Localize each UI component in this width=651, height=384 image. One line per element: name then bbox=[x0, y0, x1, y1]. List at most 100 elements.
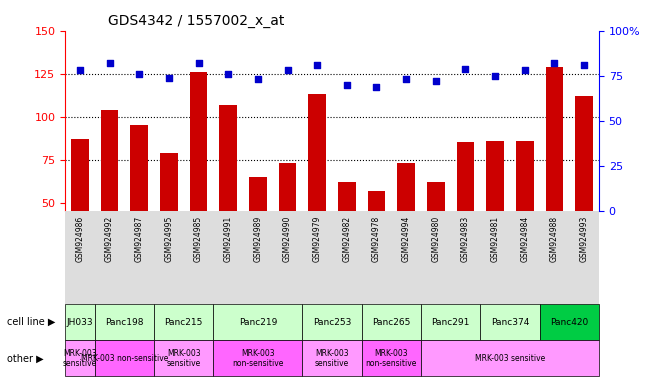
FancyBboxPatch shape bbox=[302, 340, 362, 376]
Bar bbox=[243, 211, 273, 304]
Text: GSM924988: GSM924988 bbox=[550, 216, 559, 262]
FancyBboxPatch shape bbox=[95, 340, 154, 376]
Text: GSM924987: GSM924987 bbox=[135, 216, 144, 262]
Point bbox=[490, 73, 501, 79]
Bar bbox=[569, 211, 599, 304]
Point bbox=[342, 82, 352, 88]
Bar bbox=[421, 211, 450, 304]
FancyBboxPatch shape bbox=[65, 304, 95, 340]
Bar bbox=[569, 211, 599, 304]
FancyBboxPatch shape bbox=[214, 340, 302, 376]
Bar bbox=[219, 105, 237, 289]
Text: GSM924982: GSM924982 bbox=[342, 216, 352, 262]
Text: GSM924991: GSM924991 bbox=[224, 216, 232, 262]
FancyBboxPatch shape bbox=[362, 304, 421, 340]
Bar bbox=[302, 211, 332, 304]
Bar bbox=[279, 163, 296, 289]
Bar bbox=[540, 211, 569, 304]
Point bbox=[371, 84, 381, 90]
Bar bbox=[540, 211, 569, 304]
Bar bbox=[302, 211, 332, 304]
Point bbox=[579, 62, 589, 68]
Text: GSM924983: GSM924983 bbox=[461, 216, 470, 262]
Text: other ▶: other ▶ bbox=[7, 353, 43, 363]
Bar bbox=[575, 96, 593, 289]
Bar bbox=[338, 182, 355, 289]
Bar bbox=[101, 110, 118, 289]
Point bbox=[312, 62, 322, 68]
Bar bbox=[480, 211, 510, 304]
Bar bbox=[362, 211, 391, 304]
Bar bbox=[95, 211, 124, 304]
Bar bbox=[332, 211, 362, 304]
Bar bbox=[124, 211, 154, 304]
Text: MRK-003 sensitive: MRK-003 sensitive bbox=[475, 354, 545, 363]
FancyBboxPatch shape bbox=[421, 304, 480, 340]
Bar bbox=[184, 211, 214, 304]
Point bbox=[134, 71, 145, 77]
Bar bbox=[368, 190, 385, 289]
Text: cell line ▶: cell line ▶ bbox=[7, 317, 55, 327]
Bar bbox=[516, 141, 534, 289]
FancyBboxPatch shape bbox=[362, 340, 421, 376]
Point bbox=[430, 78, 441, 84]
Bar bbox=[362, 211, 391, 304]
Bar bbox=[456, 142, 475, 289]
Text: GSM924995: GSM924995 bbox=[165, 216, 173, 262]
Point bbox=[163, 74, 174, 81]
Bar bbox=[510, 211, 540, 304]
Bar bbox=[391, 211, 421, 304]
Text: Panc253: Panc253 bbox=[313, 318, 351, 327]
Bar bbox=[397, 163, 415, 289]
Bar bbox=[510, 211, 540, 304]
Text: MRK-003
sensitive: MRK-003 sensitive bbox=[167, 349, 201, 368]
Bar bbox=[421, 211, 450, 304]
Text: Panc374: Panc374 bbox=[491, 318, 529, 327]
Text: Panc215: Panc215 bbox=[165, 318, 203, 327]
FancyBboxPatch shape bbox=[154, 304, 214, 340]
FancyBboxPatch shape bbox=[480, 304, 540, 340]
Text: GSM924980: GSM924980 bbox=[432, 216, 440, 262]
Text: GSM924992: GSM924992 bbox=[105, 216, 114, 262]
Bar bbox=[124, 211, 154, 304]
Text: GSM924985: GSM924985 bbox=[194, 216, 203, 262]
Text: Panc219: Panc219 bbox=[239, 318, 277, 327]
Point bbox=[75, 67, 85, 73]
Text: MRK-003
sensitive: MRK-003 sensitive bbox=[62, 349, 97, 368]
Text: GSM924978: GSM924978 bbox=[372, 216, 381, 262]
FancyBboxPatch shape bbox=[302, 304, 362, 340]
Text: JH033: JH033 bbox=[66, 318, 93, 327]
Text: MRK-003
non-sensitive: MRK-003 non-sensitive bbox=[232, 349, 284, 368]
Bar bbox=[184, 211, 214, 304]
Text: GSM924984: GSM924984 bbox=[520, 216, 529, 262]
Bar bbox=[71, 139, 89, 289]
Point bbox=[401, 76, 411, 83]
Text: GSM924986: GSM924986 bbox=[76, 216, 85, 262]
Bar bbox=[546, 67, 563, 289]
Point bbox=[519, 67, 530, 73]
Bar bbox=[189, 72, 208, 289]
Point bbox=[283, 67, 293, 73]
Point bbox=[104, 60, 115, 66]
Bar bbox=[95, 211, 124, 304]
Bar bbox=[65, 211, 95, 304]
Text: GSM924981: GSM924981 bbox=[491, 216, 499, 262]
Bar bbox=[427, 182, 445, 289]
Text: MRK-003
sensitive: MRK-003 sensitive bbox=[315, 349, 349, 368]
Bar bbox=[450, 211, 480, 304]
Bar bbox=[450, 211, 480, 304]
Text: Panc291: Panc291 bbox=[432, 318, 470, 327]
Text: GDS4342 / 1557002_x_at: GDS4342 / 1557002_x_at bbox=[108, 14, 284, 28]
Bar bbox=[214, 211, 243, 304]
Text: Panc420: Panc420 bbox=[550, 318, 589, 327]
Text: MRK-003 non-sensitive: MRK-003 non-sensitive bbox=[81, 354, 168, 363]
Bar bbox=[214, 211, 243, 304]
Text: GSM924993: GSM924993 bbox=[579, 216, 589, 262]
Text: GSM924994: GSM924994 bbox=[402, 216, 411, 262]
Point bbox=[460, 66, 471, 72]
Text: GSM924979: GSM924979 bbox=[312, 216, 322, 262]
Point bbox=[223, 71, 234, 77]
Bar bbox=[273, 211, 302, 304]
Point bbox=[253, 76, 263, 83]
Text: MRK-003
non-sensitive: MRK-003 non-sensitive bbox=[366, 349, 417, 368]
